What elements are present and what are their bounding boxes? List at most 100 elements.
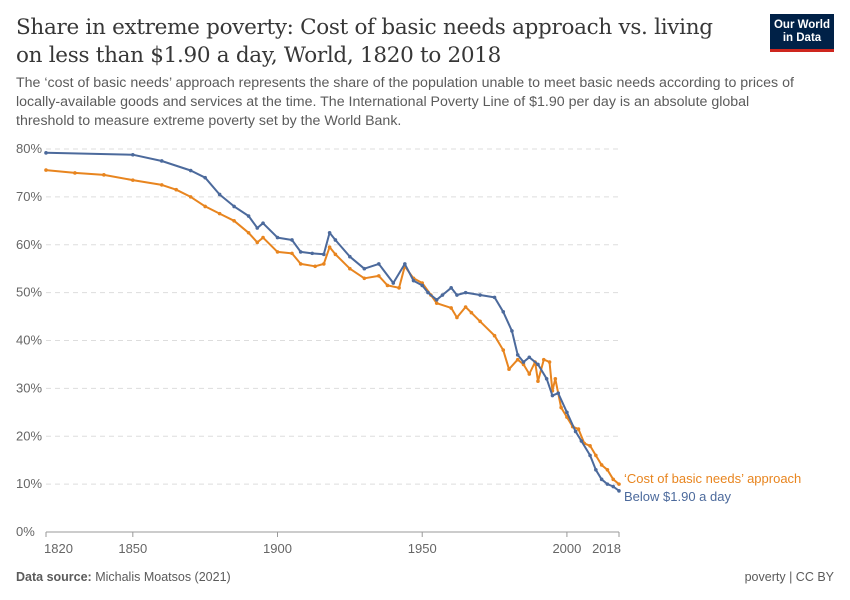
x-tick-label: 2018: [592, 541, 621, 556]
data-point: [131, 152, 135, 157]
data-point: [536, 362, 540, 367]
data-point: [550, 393, 555, 398]
data-point: [377, 274, 381, 278]
data-point: [322, 252, 326, 257]
data-point: [469, 310, 474, 315]
series-label: Below $1.90 a day: [624, 489, 731, 504]
data-point: [515, 353, 520, 357]
data-point: [478, 319, 482, 324]
data-point: [188, 168, 193, 173]
y-tick-label: 60%: [16, 237, 42, 252]
data-point: [275, 250, 280, 254]
data-point: [611, 477, 616, 482]
data-point: [203, 204, 207, 209]
logo-text: Our World in Data: [773, 19, 830, 44]
x-tick-label: 1950: [408, 541, 437, 556]
data-point: [275, 235, 280, 240]
data-source: Data source: Michalis Moatsos (2021): [16, 570, 231, 584]
y-tick-label: 20%: [16, 428, 42, 443]
data-point: [322, 262, 326, 266]
data-point: [463, 290, 468, 295]
data-point: [501, 348, 506, 352]
data-point: [411, 278, 416, 283]
data-point: [420, 283, 425, 288]
data-point: [617, 489, 621, 493]
data-point: [515, 357, 520, 362]
data-point: [579, 439, 584, 443]
license[interactable]: poverty | CC BY: [744, 570, 834, 584]
data-point: [565, 410, 569, 415]
data-point: [544, 377, 549, 381]
data-point: [391, 281, 396, 285]
data-point: [536, 379, 540, 383]
data-point: [397, 286, 401, 290]
y-tick-label: 30%: [16, 380, 42, 395]
owid-logo[interactable]: Our World in Data: [770, 14, 834, 52]
data-point: [588, 453, 592, 458]
data-point: [333, 252, 338, 257]
data-point: [594, 467, 598, 472]
y-tick-label: 0%: [16, 524, 35, 539]
data-point: [327, 230, 332, 235]
data-point: [599, 477, 604, 482]
data-point: [232, 219, 236, 223]
data-point: [440, 293, 445, 297]
data-point: [232, 204, 236, 209]
source-label: Data source:: [16, 570, 92, 584]
data-point: [313, 264, 317, 269]
x-tick-label: 1850: [118, 541, 147, 556]
data-point: [261, 221, 265, 226]
chart-title: Share in extreme poverty: Cost of basic …: [16, 15, 713, 68]
data-point: [159, 159, 164, 163]
data-point: [527, 372, 532, 376]
data-point: [605, 467, 610, 472]
data-point: [434, 301, 439, 305]
data-point: [510, 329, 514, 333]
data-point: [217, 211, 222, 216]
data-point: [492, 295, 497, 300]
data-point: [541, 357, 546, 362]
data-point: [348, 254, 352, 259]
y-tick-label: 40%: [16, 333, 42, 348]
data-point: [327, 245, 332, 249]
data-point: [377, 262, 381, 266]
data-point: [348, 266, 352, 271]
x-tick-label: 1900: [263, 541, 292, 556]
data-point: [507, 367, 511, 372]
data-point: [492, 333, 497, 338]
data-point: [310, 251, 315, 256]
y-tick-label: 80%: [16, 141, 42, 156]
data-point: [521, 360, 526, 364]
data-point: [246, 214, 251, 218]
data-point: [188, 195, 193, 199]
data-point: [434, 298, 439, 302]
x-tick-label: 2000: [552, 541, 581, 556]
data-point: [246, 230, 251, 235]
data-point: [298, 250, 303, 254]
data-point: [527, 355, 532, 360]
y-tick-label: 50%: [16, 285, 42, 300]
source-text[interactable]: Michalis Moatsos (2021): [95, 570, 231, 584]
chart-subtitle: The ‘cost of basic needs’ approach repre…: [16, 75, 794, 129]
data-point: [159, 183, 164, 187]
data-point: [449, 306, 453, 310]
data-point: [174, 187, 179, 192]
data-point: [605, 482, 610, 486]
data-point: [576, 427, 581, 431]
data-point: [455, 315, 459, 320]
data-point: [553, 377, 558, 381]
data-point: [44, 168, 48, 172]
data-point: [611, 484, 616, 489]
data-point: [217, 192, 222, 197]
data-point: [298, 262, 303, 266]
data-point: [556, 391, 561, 395]
series-line: [45, 151, 620, 492]
data-point: [403, 262, 407, 266]
data-point: [44, 151, 48, 155]
data-point: [203, 175, 207, 180]
series-line: [45, 169, 620, 485]
data-point: [131, 178, 135, 182]
data-point: [255, 240, 260, 245]
data-point: [290, 251, 294, 256]
